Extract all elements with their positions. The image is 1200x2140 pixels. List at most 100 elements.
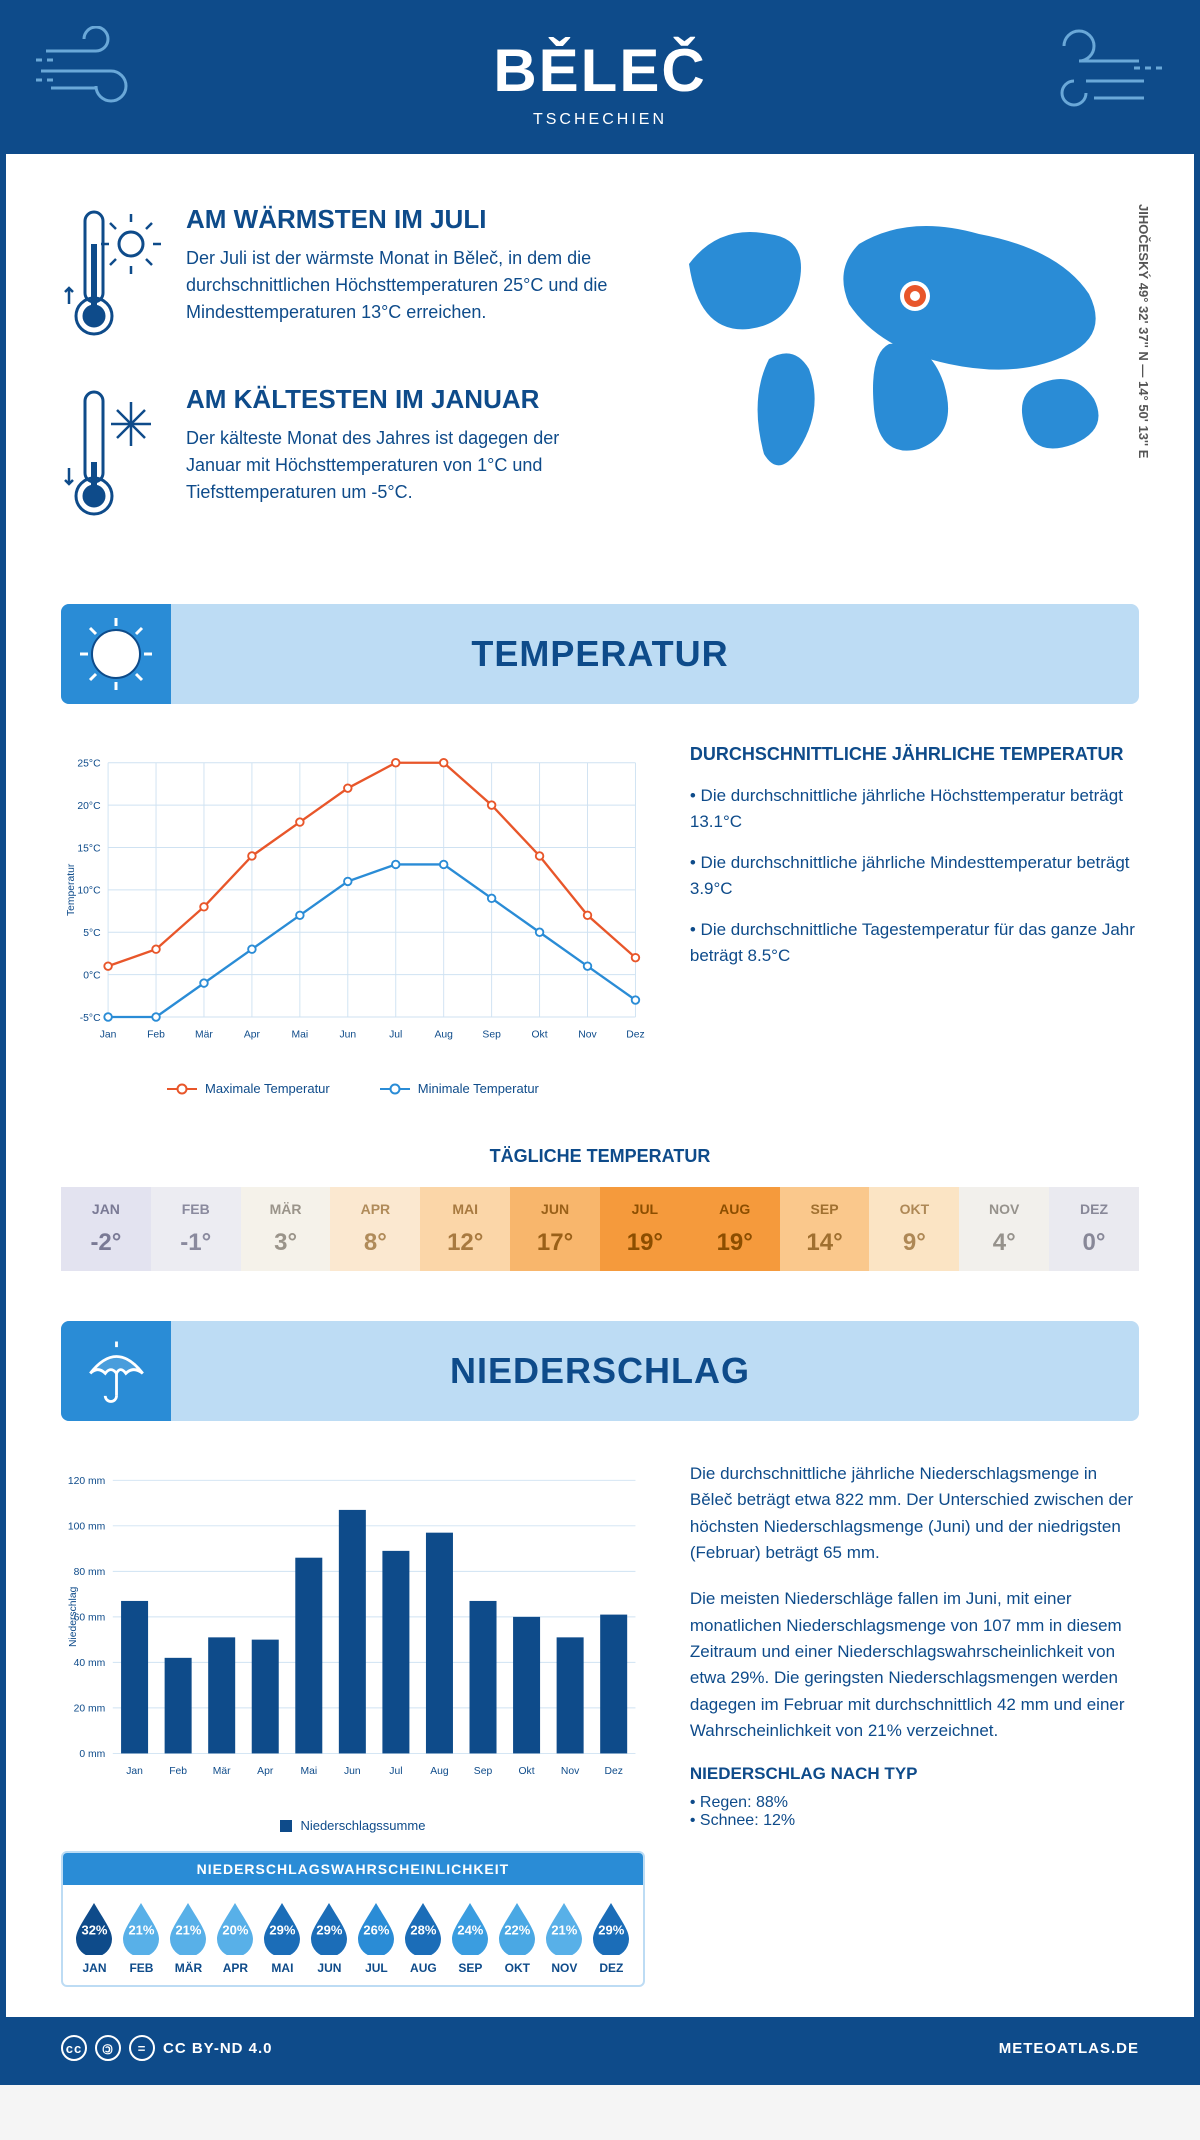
svg-text:Apr: Apr <box>257 1766 274 1777</box>
svg-text:Okt: Okt <box>519 1766 535 1777</box>
warmest-title: AM WÄRMSTEN IM JULI <box>186 204 619 235</box>
temp-bullet-3: • Die durchschnittliche Tagestemperatur … <box>690 917 1139 968</box>
map-area: JIHOČESKÝ 49° 32' 37'' N — 14° 50' 13'' … <box>659 204 1139 564</box>
precip-para-2: Die meisten Niederschläge fallen im Juni… <box>690 1586 1139 1744</box>
intro-section: AM WÄRMSTEN IM JULI Der Juli ist der wär… <box>6 154 1194 604</box>
by-icon: 🄯 <box>95 2035 121 2061</box>
svg-text:-5°C: -5°C <box>80 1013 101 1024</box>
svg-text:80 mm: 80 mm <box>74 1567 106 1578</box>
svg-text:Mai: Mai <box>292 1030 309 1041</box>
temp-cell: JUN17° <box>510 1187 600 1271</box>
svg-text:Nov: Nov <box>578 1030 597 1041</box>
svg-text:Mär: Mär <box>213 1766 231 1777</box>
prob-cell: 32%JAN <box>71 1899 118 1975</box>
wind-icon-right <box>1034 26 1164 116</box>
svg-text:Jan: Jan <box>126 1766 143 1777</box>
svg-text:15°C: 15°C <box>77 843 101 854</box>
precip-type-1: • Regen: 88% <box>690 1794 1139 1812</box>
svg-text:20 mm: 20 mm <box>74 1704 106 1715</box>
svg-text:10°C: 10°C <box>77 886 101 897</box>
precipitation-row: 0 mm20 mm40 mm60 mm80 mm100 mm120 mmNied… <box>6 1421 1194 2017</box>
precipitation-banner: NIEDERSCHLAG <box>61 1321 1139 1421</box>
country-label: TSCHECHIEN <box>26 111 1174 129</box>
temperature-banner: TEMPERATUR <box>61 604 1139 704</box>
city-title: BĚLEČ <box>26 36 1174 105</box>
prob-cell: 26%JUL <box>353 1899 400 1975</box>
svg-text:40 mm: 40 mm <box>74 1658 106 1669</box>
svg-text:Dez: Dez <box>604 1766 622 1777</box>
svg-text:Sep: Sep <box>482 1030 501 1041</box>
svg-text:0°C: 0°C <box>83 970 101 981</box>
svg-text:Feb: Feb <box>147 1030 165 1041</box>
temperature-heading: TEMPERATUR <box>471 633 728 675</box>
temp-cell: JUL19° <box>600 1187 690 1271</box>
prob-cell: 22%OKT <box>494 1899 541 1975</box>
prob-cell: 20%APR <box>212 1899 259 1975</box>
svg-text:Mär: Mär <box>195 1030 213 1041</box>
precip-type-2: • Schnee: 12% <box>690 1812 1139 1830</box>
temp-cell: AUG19° <box>690 1187 780 1271</box>
svg-text:Okt: Okt <box>532 1030 548 1041</box>
prob-cell: 28%AUG <box>400 1899 447 1975</box>
legend-max-label: Maximale Temperatur <box>205 1081 330 1096</box>
prob-cell: 29%MAI <box>259 1899 306 1975</box>
coldest-title: AM KÄLTESTEN IM JANUAR <box>186 384 619 415</box>
svg-text:5°C: 5°C <box>83 928 101 939</box>
svg-text:Mai: Mai <box>300 1766 317 1777</box>
svg-text:Jun: Jun <box>339 1030 356 1041</box>
daily-temp-table: JAN-2°FEB-1°MÄR3°APR8°MAI12°JUN17°JUL19°… <box>61 1187 1139 1271</box>
svg-text:Nov: Nov <box>561 1766 580 1777</box>
bar-legend-label: Niederschlagssumme <box>300 1818 425 1833</box>
daily-temp-title: TÄGLICHE TEMPERATUR <box>6 1146 1194 1167</box>
sun-icon <box>61 604 171 704</box>
legend-min-label: Minimale Temperatur <box>418 1081 539 1096</box>
footer: cc 🄯 = CC BY-ND 4.0 METEOATLAS.DE <box>6 2017 1194 2079</box>
precipitation-heading: NIEDERSCHLAG <box>450 1350 750 1392</box>
svg-text:20°C: 20°C <box>77 801 101 812</box>
svg-text:0 mm: 0 mm <box>79 1749 105 1760</box>
temp-cell: APR8° <box>330 1187 420 1271</box>
temp-cell: MÄR3° <box>241 1187 331 1271</box>
chart-legend: Maximale Temperatur Minimale Temperatur <box>61 1081 645 1096</box>
precip-type-title: NIEDERSCHLAG NACH TYP <box>690 1764 1139 1784</box>
prob-title: NIEDERSCHLAGSWAHRSCHEINLICHKEIT <box>63 1853 643 1885</box>
temp-cell: JAN-2° <box>61 1187 151 1271</box>
prob-cell: 24%SEP <box>447 1899 494 1975</box>
precipitation-probability-box: NIEDERSCHLAGSWAHRSCHEINLICHKEIT 32%JAN21… <box>61 1851 645 1987</box>
bar-legend: Niederschlagssumme <box>61 1818 645 1833</box>
precip-para-1: Die durchschnittliche jährliche Niedersc… <box>690 1461 1139 1566</box>
svg-text:Jan: Jan <box>100 1030 117 1041</box>
thermometer-hot-icon <box>61 204 161 344</box>
prob-cell: 21%NOV <box>541 1899 588 1975</box>
temperature-text: DURCHSCHNITTLICHE JÄHRLICHE TEMPERATUR •… <box>690 744 1139 1096</box>
warmest-block: AM WÄRMSTEN IM JULI Der Juli ist der wär… <box>61 204 619 344</box>
temp-cell: DEZ0° <box>1049 1187 1139 1271</box>
svg-text:Jul: Jul <box>389 1030 402 1041</box>
svg-text:Jul: Jul <box>389 1766 402 1777</box>
svg-text:Feb: Feb <box>169 1766 187 1777</box>
temp-cell: NOV4° <box>959 1187 1049 1271</box>
thermometer-cold-icon <box>61 384 161 524</box>
svg-text:120 mm: 120 mm <box>68 1476 105 1487</box>
prob-cell: 21%FEB <box>118 1899 165 1975</box>
license-block: cc 🄯 = CC BY-ND 4.0 <box>61 2035 273 2061</box>
prob-cell: 21%MÄR <box>165 1899 212 1975</box>
precipitation-bar-chart: 0 mm20 mm40 mm60 mm80 mm100 mm120 mmNied… <box>61 1461 645 1801</box>
temp-cell: FEB-1° <box>151 1187 241 1271</box>
prob-cell: 29%DEZ <box>588 1899 635 1975</box>
temp-cell: OKT9° <box>869 1187 959 1271</box>
temp-cell: SEP14° <box>780 1187 870 1271</box>
precipitation-text: Die durchschnittliche jährliche Niedersc… <box>690 1461 1139 1987</box>
umbrella-icon <box>61 1321 171 1421</box>
wind-icon-left <box>36 26 166 116</box>
temp-bullet-1: • Die durchschnittliche jährliche Höchst… <box>690 783 1139 834</box>
infographic-page: BĚLEČ TSCHECHIEN AM WÄRMSTEN IM JULI Der <box>0 0 1200 2085</box>
temp-text-title: DURCHSCHNITTLICHE JÄHRLICHE TEMPERATUR <box>690 744 1139 765</box>
svg-text:Niederschlag: Niederschlag <box>68 1586 79 1647</box>
svg-text:Dez: Dez <box>626 1030 644 1041</box>
svg-text:25°C: 25°C <box>77 759 101 770</box>
temperature-row: -5°C0°C5°C10°C15°C20°C25°CJanFebMärAprMa… <box>6 704 1194 1116</box>
temp-cell: MAI12° <box>420 1187 510 1271</box>
coldest-block: AM KÄLTESTEN IM JANUAR Der kälteste Mona… <box>61 384 619 524</box>
site-label: METEOATLAS.DE <box>999 2040 1139 2057</box>
